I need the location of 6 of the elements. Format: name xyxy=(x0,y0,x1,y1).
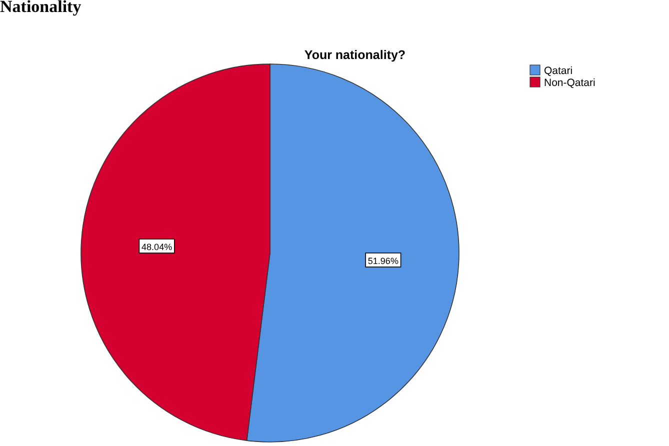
chart-title: Your nationality? xyxy=(304,48,406,62)
data-label: 48.04% xyxy=(142,242,172,252)
legend-label: Non-Qatari xyxy=(544,77,596,89)
text: Nationality xyxy=(0,0,82,16)
legend-label: Qatari xyxy=(544,65,573,77)
data-label: 51.96% xyxy=(368,256,398,266)
